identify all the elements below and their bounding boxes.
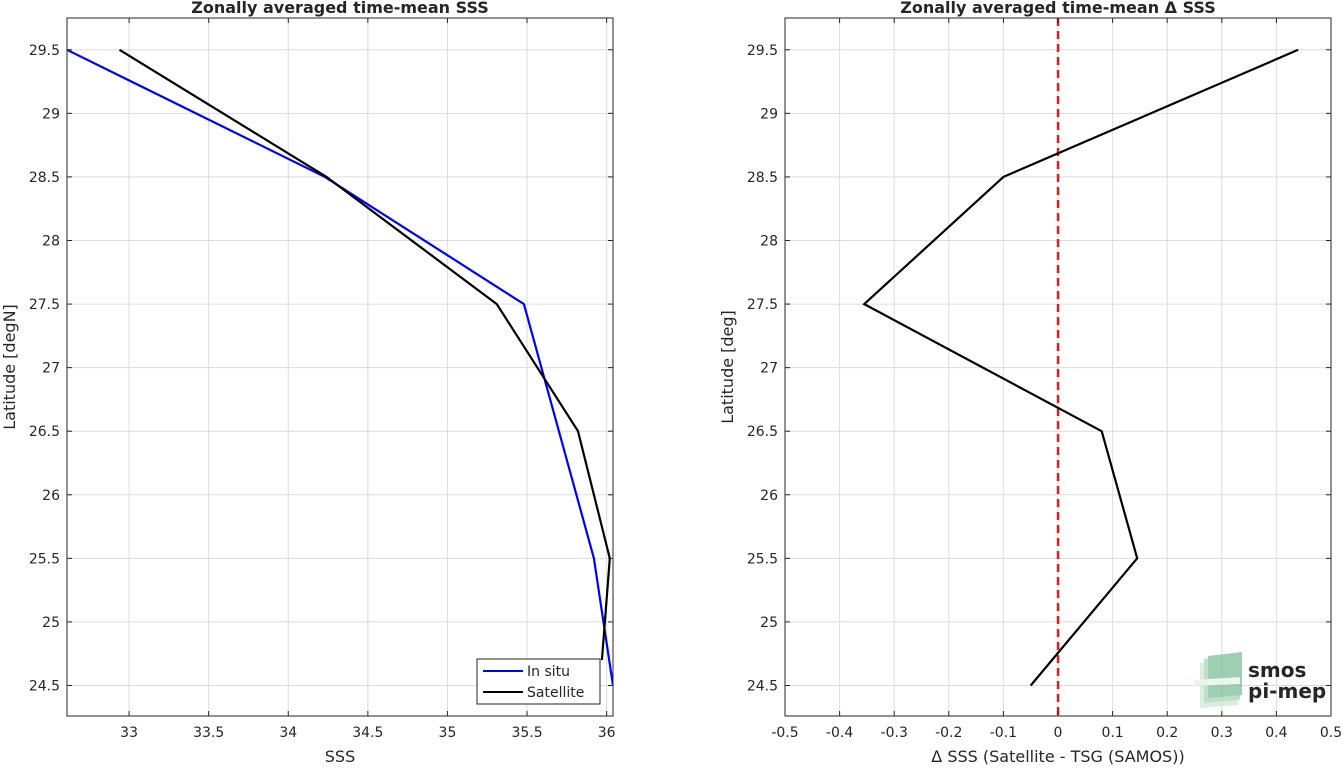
sss-ytick-label: 27: [42, 361, 60, 377]
delta-sss-ytick-label: 27.5: [747, 297, 778, 313]
legend-box: [476, 658, 601, 705]
sss-grid: [67, 18, 613, 716]
sss-ticks: 33 33.5 34 34.5 35 35.5 36 24.5 25 25.5 26 26.5 27 27…: [29, 18, 616, 741]
delta-sss-xtick-label: 0.1: [1101, 725, 1123, 741]
delta-sss-grid: [785, 18, 1331, 716]
delta-sss-xtick-label: 0.2: [1156, 725, 1178, 741]
legend-label-satellite: Satellite: [527, 685, 584, 701]
delta-sss-ytick-label: 26: [760, 488, 778, 504]
delta-sss-ytick-label: 29.5: [747, 43, 778, 59]
sss-chart-title: Zonally averaged time-mean SSS: [191, 0, 489, 17]
delta-sss-chart: -0.5 -0.4 -0.3 -0.2 -0.1 0 0.1 0.2 0.3 0.4 0.5 24.5…: [718, 0, 1342, 766]
sss-axes-frame: [66, 17, 614, 717]
sss-ytick-label: 26.5: [29, 424, 60, 440]
sss-xtick-label: 33: [120, 725, 138, 741]
sss-series-line-in-situ: [67, 48, 613, 686]
sss-chart: 33 33.5 34 34.5 35 35.5 36 24.5 25 25.5 26 26.5 27 27…: [0, 0, 616, 766]
sss-ytick-label: 24.5: [29, 678, 60, 694]
sss-xtick-label: 35.5: [511, 725, 542, 741]
sss-ytick-label: 28: [42, 233, 60, 249]
sss-ytick-label: 26: [42, 488, 60, 504]
sss-x-axis-label: SSS: [325, 747, 355, 765]
smos-pi-mep-logo: smos pi-mep: [1194, 652, 1326, 708]
delta-sss-xtick-label: 0.3: [1211, 725, 1233, 741]
legend-label-in-situ: In situ: [527, 664, 570, 680]
delta-sss-ticks: -0.5 -0.4 -0.3 -0.2 -0.1 0 0.1 0.2 0.3 0.4 0.5 24.5…: [747, 18, 1342, 741]
delta-sss-ytick-label: 26.5: [747, 424, 778, 440]
delta-sss-xtick-label: 0.5: [1320, 725, 1342, 741]
delta-sss-xtick-label: 0: [1054, 725, 1063, 741]
sss-ytick-label: 29.5: [29, 43, 60, 59]
delta-sss-series-line-0: [862, 48, 1299, 687]
delta-sss-ytick-label: 29: [760, 106, 778, 122]
sss-xtick-label: 35: [439, 725, 457, 741]
sss-ytick-label: 25: [42, 615, 60, 631]
delta-sss-xtick-label: 0.4: [1265, 725, 1287, 741]
delta-sss-xtick-label: -0.5: [771, 725, 798, 741]
sss-xtick-label: 34.5: [352, 725, 383, 741]
delta-sss-xtick-label: -0.1: [990, 725, 1017, 741]
sss-xtick-label: 33.5: [193, 725, 224, 741]
delta-sss-chart-title: Zonally averaged time-mean Δ SSS: [900, 0, 1216, 17]
delta-sss-xtick-label: -0.3: [881, 725, 908, 741]
sss-series: [67, 48, 613, 686]
sss-ytick-label: 28.5: [29, 170, 60, 186]
delta-sss-xtick-label: -0.4: [826, 725, 853, 741]
logo-text-smos: smos: [1248, 658, 1306, 682]
delta-sss-ytick-label: 27: [760, 361, 778, 377]
delta-sss-ytick-label: 28.5: [747, 170, 778, 186]
logo-emblem: [1194, 652, 1242, 708]
delta-sss-ytick-label: 24.5: [747, 678, 778, 694]
sss-y-axis-label: Latitude [degN]: [0, 304, 19, 430]
sss-xtick-label: 34: [279, 725, 297, 741]
delta-sss-y-axis-label: Latitude [deg]: [718, 310, 737, 424]
logo-text-pi-mep: pi-mep: [1248, 679, 1326, 703]
delta-sss-xtick-label: -0.2: [935, 725, 962, 741]
sss-ytick-label: 29: [42, 106, 60, 122]
delta-sss-series: [862, 18, 1299, 716]
delta-sss-ytick-label: 25: [760, 615, 778, 631]
delta-sss-ytick-label: 25.5: [747, 551, 778, 567]
delta-sss-x-axis-label: Δ SSS (Satellite - TSG (SAMOS)): [931, 747, 1184, 765]
sss-ytick-label: 27.5: [29, 297, 60, 313]
sss-legend: In situ Satellite: [476, 658, 601, 705]
sss-xtick-label: 36: [598, 725, 616, 741]
sss-series-line-satellite: [118, 48, 611, 661]
sss-ytick-label: 25.5: [29, 551, 60, 567]
delta-sss-ytick-label: 28: [760, 233, 778, 249]
